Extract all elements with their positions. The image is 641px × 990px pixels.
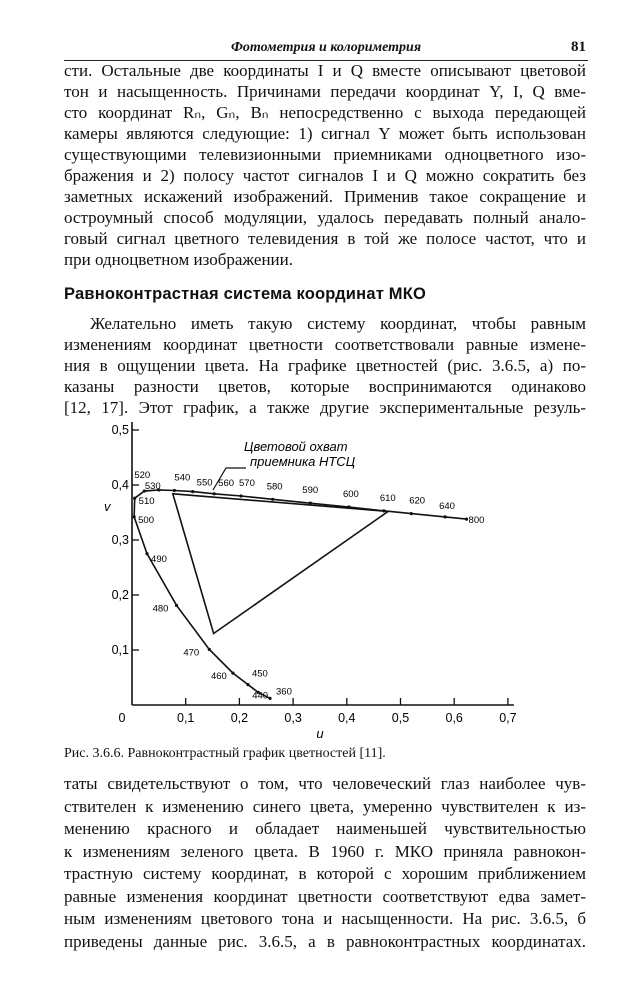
annotation-leader-line [212,467,246,491]
paragraph-1: сти. Остальные две координаты I и Q вмес… [64,60,586,270]
y-axis-label: v [104,499,112,514]
text-line: [12, 17]. Этот график, а также другие эк… [64,398,586,417]
x-tick-label: 0,3 [284,711,301,725]
wavelength-label-530: 530 [145,481,161,492]
wavelength-label-440: 440 [252,690,268,701]
text-line: изменениям координат цветности соответст… [64,335,586,354]
text-line: таты свидетельствуют о том, что человече… [64,774,586,793]
wavelength-label-500: 500 [138,515,154,526]
running-header: Фотометрия и колориметрия 81 [64,38,588,61]
locus-point-560 [212,492,216,496]
locus-point-490 [145,552,149,556]
wavelength-label-640: 640 [439,501,455,512]
text-line: трастную систему координат, в которой с … [64,864,586,883]
y-tick-label: 0,2 [112,588,129,602]
wavelength-label-540: 540 [174,473,190,484]
text-line: тон и насыщенность. Причинами передачи к… [64,82,586,101]
y-tick-label: 0,3 [112,533,129,547]
text-line: существующими телевизионными приемниками… [64,145,586,164]
locus-point-470 [207,647,211,652]
wavelength-label-450: 450 [252,669,268,680]
y-tick-label: 0,5 [112,423,129,437]
locus-point-580 [271,497,275,501]
x-tick-label: 0,4 [338,711,355,725]
x-tick-label: 0,1 [177,711,194,725]
locus-point-550 [191,490,195,494]
paragraph-3: таты свидетельствуют о том, что человече… [64,773,586,953]
figure-caption: Рис. 3.6.6. Равноконтрастный график цвет… [64,746,386,761]
wavelength-label-590: 590 [302,485,318,496]
text-line: приведены данные рис. 3.6.5, а в равноко… [64,931,586,951]
wavelength-label-580: 580 [267,481,283,492]
text-line: при одноцветном изображении. [64,250,294,269]
y-tick-label: 0,1 [112,643,129,657]
x-tick-label: 0 [119,711,126,725]
running-header-title: Фотометрия и колориметрия [230,40,422,55]
wavelength-label-610: 610 [380,493,396,504]
text-line: ствителен к изменению синего цвета, умер… [64,796,586,816]
locus-point-460 [231,671,235,675]
paragraph-2: Желательно иметь такую систему координат… [64,313,586,418]
x-tick-label: 0,7 [499,711,516,725]
text-line: остроумный способ модуляции, удалось пер… [64,208,586,227]
wavelength-label-520: 520 [134,470,150,481]
locus-point-640 [443,515,447,519]
text-line: бражения и 2) полосу частот сигналов I и… [64,166,586,185]
text-line: говый сигнал цветного телевидения в той … [64,229,586,248]
section-heading: Равноконтрастная система координат МКО [64,285,427,303]
locus-point-570 [239,494,243,498]
text-line: ным изменениям цветового тона и насыщенн… [64,909,586,928]
locus-point-440 [256,690,260,694]
wavelength-label-560: 560 [218,478,234,489]
wavelength-label-470: 470 [183,647,199,658]
text-line: сто координат Rₙ, Gₙ, Bₙ непосредственно… [64,103,586,122]
text-line: Желательно иметь такую систему координат… [90,314,586,333]
locus-point-620 [409,511,413,516]
page-number: 81 [571,39,586,55]
locus-point-520 [142,489,146,493]
wavelength-label-620: 620 [409,496,425,507]
x-tick-label: 0,2 [231,711,248,725]
text-line: ния в ощущении цвета. На графике цветнос… [64,356,586,375]
text-line: заметных искажений изображений. Применив… [64,187,586,206]
locus-point-500 [132,515,136,519]
text-line: казаны разности цветов, которые восприни… [64,377,586,396]
text-line: камеры являются следующие: 1) сигнал Y м… [64,124,586,143]
locus-point-510 [133,496,137,500]
locus-point-540 [172,488,177,493]
text-line: сти. Остальные две координаты I и Q вмес… [64,61,586,80]
x-tick-label: 0,5 [392,711,409,725]
text-line: к изменениям зеленого цвета. В 1960 г. М… [64,841,586,861]
ntsc-gamut-triangle [171,492,391,635]
annotation-line-2: приемника НТСЦ [250,454,356,469]
wavelength-label-360: 360 [276,686,292,697]
text-line: равные изменения координат цветности соо… [64,886,586,906]
locus-point-800 [464,517,469,521]
text-line: менению красного и обладает наименьшей ч… [64,819,586,838]
wavelength-label-600: 600 [343,489,359,500]
locus-point-590 [308,501,312,505]
wavelength-label-570: 570 [239,478,255,489]
y-tick-label: 0,4 [112,478,129,492]
locus-point-480 [174,603,179,608]
wavelength-label-800: 800 [469,515,485,526]
wavelength-label-550: 550 [197,478,213,489]
locus-point-530 [157,488,161,492]
wavelength-label-460: 460 [211,671,227,682]
x-axis-label: u [316,726,323,741]
spectral-locus-line [133,489,467,700]
locus-point-450 [246,683,250,687]
wavelength-label-490: 490 [151,554,167,565]
wavelength-label-480: 480 [153,603,169,614]
annotation-line-1: Цветовой охват [244,439,348,454]
locus-point-360 [268,696,272,701]
wavelength-label-510: 510 [139,496,155,507]
x-tick-label: 0,6 [446,711,463,725]
